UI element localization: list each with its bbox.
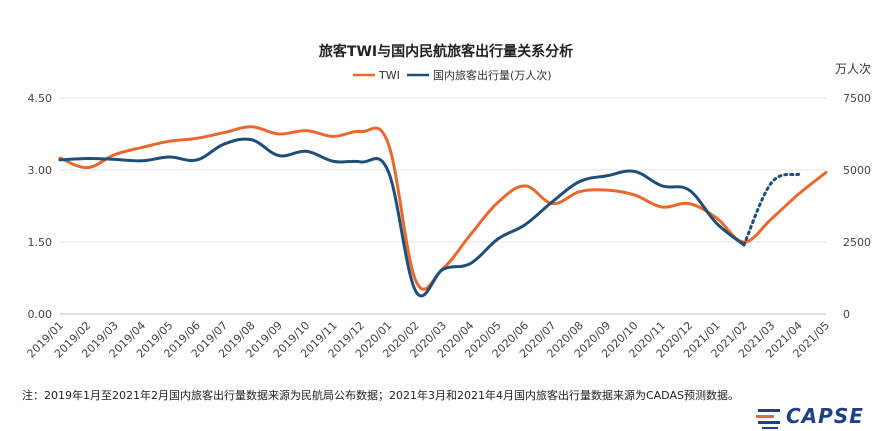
left-tick-label: 0.00 xyxy=(28,308,53,321)
legend-label-passengers: 国内旅客出行量(万人次) xyxy=(433,68,552,82)
chart-title: 旅客TWI与国内民航旅客出行量关系分析 xyxy=(319,43,573,60)
right-tick-label: 7500 xyxy=(843,92,871,105)
left-tick-label: 3.00 xyxy=(28,164,53,177)
series-line-1 xyxy=(58,137,746,298)
series-lines xyxy=(58,125,828,298)
left-tick-label: 4.50 xyxy=(28,92,53,105)
right-tick-label: 5000 xyxy=(843,164,871,177)
grid-lines xyxy=(60,97,826,315)
right-tick-label: 2500 xyxy=(843,236,871,249)
series-forecast-line-1 xyxy=(742,172,801,247)
legend-label-twi: TWI xyxy=(378,69,400,82)
series-line-0 xyxy=(58,125,828,291)
left-tick-label: 1.50 xyxy=(28,236,53,249)
logo-mark-icon xyxy=(756,409,780,429)
footnote: 注：2019年1月至2021年2月国内旅客出行量数据来源为民航局公布数据；202… xyxy=(22,389,739,402)
right-tick-label: 0 xyxy=(843,308,850,321)
x-axis-ticks: 2019/012019/022019/032019/042019/052019/… xyxy=(25,319,833,361)
left-axis-ticks: 0.00 1.50 3.00 4.50 xyxy=(28,92,53,321)
legend: TWI 国内旅客出行量(万人次) xyxy=(353,68,552,82)
right-axis-unit: 万人次 xyxy=(835,62,871,76)
capse-logo: CAPSE xyxy=(756,404,880,430)
logo-text: CAPSE xyxy=(786,404,864,428)
right-axis-ticks: 0 2500 5000 7500 xyxy=(843,92,871,321)
